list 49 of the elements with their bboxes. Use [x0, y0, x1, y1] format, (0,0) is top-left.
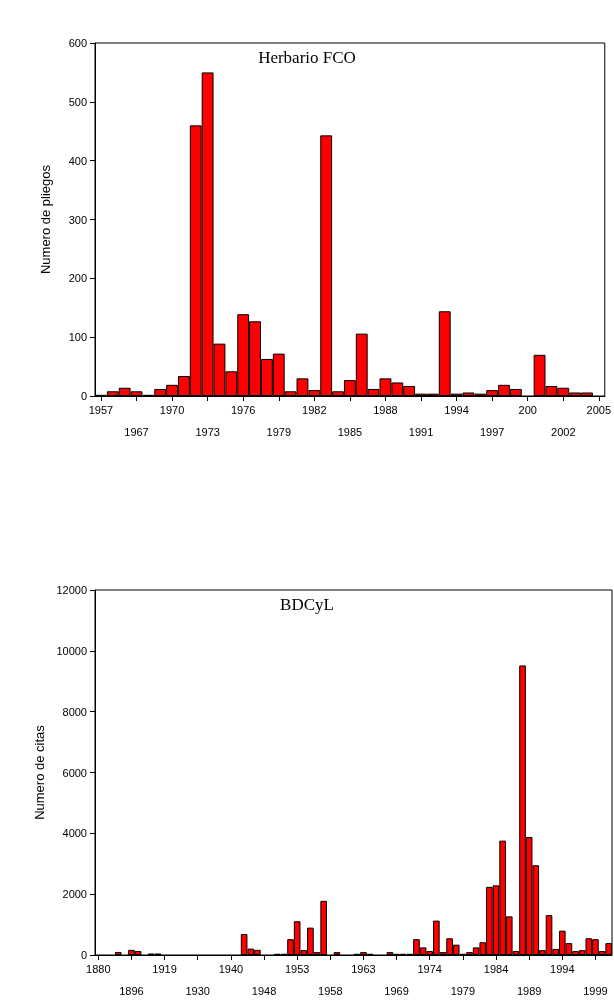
- x-tick-label: 1976: [230, 403, 256, 416]
- x-tick-label: 1979: [266, 425, 291, 438]
- y-tick-label: 12000: [56, 584, 87, 596]
- x-tick-label: 1979: [450, 984, 476, 997]
- x-tick-label: 1994: [444, 403, 469, 416]
- x-tick-label: 1880: [86, 962, 111, 975]
- x-tick-label: 200: [518, 403, 537, 416]
- y-tick-label: 8000: [62, 705, 87, 718]
- x-tick-label: 1974: [417, 962, 442, 975]
- x-tick-label: 1919: [152, 962, 177, 975]
- y-tick-label: 200: [68, 272, 87, 285]
- x-tick-label: 1896: [119, 984, 144, 997]
- x-tick-label: 1953: [284, 962, 310, 975]
- x-tick-label: 1982: [302, 403, 327, 416]
- x-tick-label: 1958: [318, 984, 343, 997]
- x-tick-label: 1997: [479, 425, 505, 438]
- x-tick-label: 1970: [159, 403, 185, 416]
- x-tick-label: 1989: [516, 984, 542, 997]
- x-tick-label: 1963: [351, 962, 376, 975]
- chart-title: BDCyL: [280, 595, 334, 614]
- x-tick-label: 1991: [408, 425, 434, 438]
- chart-title: Herbario FCO: [258, 48, 356, 67]
- y-tick-label: 6000: [62, 766, 87, 779]
- y-tick-label: 600: [68, 37, 87, 49]
- x-tick-label: 1988: [373, 403, 398, 416]
- y-axis-title: Numero de pliegos: [37, 164, 53, 275]
- y-tick-label: 300: [68, 213, 87, 226]
- y-tick-label: 0: [80, 949, 87, 961]
- y-tick-label: 500: [68, 95, 87, 108]
- y-tick-label: 0: [80, 390, 87, 402]
- x-tick-label: 1999: [583, 984, 608, 997]
- x-tick-label: 1969: [384, 984, 409, 997]
- y-axis-title: Numero de citas: [31, 724, 47, 820]
- y-tick-label: 400: [68, 154, 87, 167]
- y-tick-label: 2000: [62, 888, 87, 901]
- x-tick-label: 1994: [550, 962, 575, 975]
- y-tick-label: 100: [68, 331, 87, 344]
- y-tick-label: 10000: [56, 644, 87, 657]
- x-tick-label: 1984: [483, 962, 509, 975]
- x-tick-label: 1985: [337, 425, 363, 438]
- x-tick-label: 2002: [551, 425, 576, 438]
- x-tick-label: 1957: [88, 403, 114, 416]
- x-tick-label: 1967: [124, 425, 149, 438]
- x-tick-label: 1940: [218, 962, 244, 975]
- x-tick-label: 1973: [195, 425, 220, 438]
- x-tick-label: 2005: [586, 403, 612, 416]
- x-tick-label: 1930: [185, 984, 210, 997]
- x-tick-label: 1948: [251, 984, 277, 997]
- y-tick-label: 4000: [62, 827, 87, 840]
